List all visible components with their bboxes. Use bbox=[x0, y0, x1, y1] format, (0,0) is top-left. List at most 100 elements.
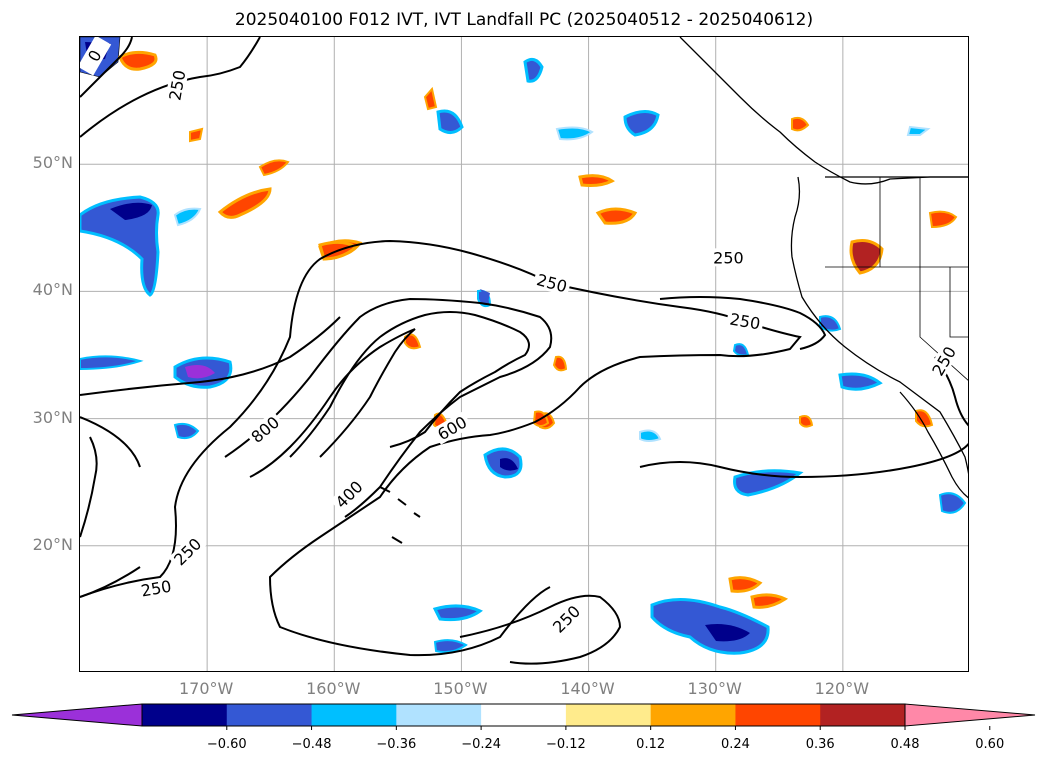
colorbar-outline bbox=[141, 703, 906, 727]
colorbar-tick-label: 0.24 bbox=[720, 737, 750, 752]
pc-blob bbox=[732, 343, 750, 357]
contour-label: 250 bbox=[713, 248, 744, 267]
map-panel: 250 250 400 800 600 250 250 250 250 250 250 0 bbox=[79, 36, 969, 672]
hawaii-islands bbox=[379, 486, 421, 544]
pc-blob bbox=[189, 127, 204, 143]
pc-blob bbox=[80, 355, 144, 371]
pc-blob bbox=[433, 639, 468, 654]
contour-label-bg bbox=[168, 532, 207, 571]
pc-blob bbox=[799, 415, 814, 428]
longitude-label: 160°W bbox=[306, 679, 361, 698]
ivt-contour-250-west bbox=[80, 436, 98, 538]
pc-blob bbox=[436, 109, 464, 134]
pc-blob bbox=[173, 422, 200, 440]
contour-label: 250 bbox=[728, 309, 761, 333]
ivt-contour-250-nw bbox=[80, 37, 261, 138]
contour-label-bg bbox=[329, 475, 368, 514]
colorbar-segment bbox=[396, 704, 482, 726]
coastline-baja bbox=[899, 391, 968, 499]
latitude-label: 30°N bbox=[32, 407, 73, 427]
contour-label: 250 bbox=[140, 577, 173, 601]
pc-blob bbox=[523, 57, 544, 83]
ivt-contours bbox=[80, 37, 968, 665]
pc-blob bbox=[432, 604, 483, 622]
ivt-contour-600 bbox=[289, 311, 530, 458]
contour-label: 250 bbox=[535, 270, 569, 296]
ivt-contour-250-line bbox=[80, 416, 141, 468]
ivt-contour-250-sub bbox=[80, 316, 341, 396]
pc-shading bbox=[80, 37, 967, 655]
ivt-contour-250-south bbox=[459, 594, 622, 665]
colorbar-tick-label: 0.12 bbox=[636, 737, 666, 752]
contour-label-bg bbox=[926, 340, 961, 381]
contour-label-bg bbox=[532, 269, 572, 297]
colorbar-segment bbox=[142, 704, 228, 726]
pc-blob bbox=[423, 86, 438, 111]
pc-blob bbox=[928, 210, 958, 229]
pc-blob bbox=[791, 116, 810, 132]
ivt-contour-800 bbox=[249, 328, 416, 478]
colorbar bbox=[11, 703, 1036, 730]
longitude-label: 150°W bbox=[433, 679, 488, 698]
pc-blob bbox=[915, 409, 934, 428]
pc-blob bbox=[118, 50, 158, 71]
pc-blob bbox=[728, 576, 763, 593]
contour-label-bg bbox=[710, 248, 747, 267]
colorbar-tick-label: 0.60 bbox=[975, 737, 1005, 752]
longitude-label: 170°W bbox=[178, 679, 234, 698]
pc-blob bbox=[750, 593, 789, 609]
colorbar-segment bbox=[650, 704, 736, 726]
pc-blob bbox=[819, 315, 842, 332]
colorbar-tick-label: 0.36 bbox=[805, 737, 835, 752]
contour-label: 250 bbox=[165, 69, 189, 102]
colorbar-under-extend bbox=[11, 703, 143, 727]
coastlines bbox=[379, 37, 968, 544]
contour-label-bg bbox=[80, 37, 112, 76]
pc-blob bbox=[185, 365, 215, 379]
colorbar-segment bbox=[481, 704, 567, 726]
contour-label-bg bbox=[245, 410, 285, 448]
pc-blob bbox=[80, 195, 160, 297]
pc-blob bbox=[595, 207, 638, 225]
pc-blob bbox=[623, 110, 660, 137]
pc-blob bbox=[258, 159, 290, 177]
coastline-pacific-northwest bbox=[790, 176, 968, 475]
longitude-label: 120°W bbox=[814, 679, 870, 698]
pc-blob bbox=[480, 289, 490, 303]
colorbar-tick-label: 0.48 bbox=[890, 737, 920, 752]
colorbar-over-extend bbox=[904, 703, 1036, 727]
latitude-label: 20°N bbox=[32, 534, 73, 554]
colorbar-tick-label: −0.24 bbox=[461, 737, 502, 752]
latitude-label: 50°N bbox=[32, 153, 73, 173]
pc-blob bbox=[404, 333, 422, 350]
colorbar-tick-label: −0.48 bbox=[291, 737, 332, 752]
state-borders bbox=[825, 177, 968, 381]
contour-label-bg bbox=[725, 308, 765, 333]
contour-label-bg bbox=[431, 411, 473, 445]
pc-blob bbox=[217, 187, 272, 219]
pc-blob bbox=[705, 624, 750, 642]
contour-label-bg bbox=[164, 65, 189, 105]
pc-blob bbox=[849, 239, 884, 275]
colorbar-segment bbox=[735, 704, 821, 726]
colorbar-tick-label: −0.12 bbox=[545, 737, 586, 752]
ivt-contour-250-bottom bbox=[80, 566, 141, 598]
colorbar-tick-label: −0.36 bbox=[376, 737, 417, 752]
pc-blob bbox=[500, 458, 518, 471]
pc-blob bbox=[838, 372, 883, 391]
pc-blob bbox=[552, 355, 568, 372]
colorbar-tick-label: −0.60 bbox=[206, 737, 247, 752]
pc-blob bbox=[906, 125, 931, 136]
pc-blob bbox=[578, 174, 615, 187]
colorbar-segment bbox=[565, 704, 652, 726]
colorbar-segment bbox=[820, 704, 906, 726]
pc-blob bbox=[639, 429, 662, 442]
pc-blob bbox=[555, 126, 594, 141]
longitude-label: 140°W bbox=[560, 679, 615, 698]
ivt-contour-0-nw bbox=[80, 37, 133, 98]
pc-blob bbox=[173, 207, 202, 227]
map-title: 2025040100 F012 IVT, IVT Landfall PC (20… bbox=[234, 10, 814, 30]
ivt-contour-250-east2 bbox=[639, 442, 968, 479]
